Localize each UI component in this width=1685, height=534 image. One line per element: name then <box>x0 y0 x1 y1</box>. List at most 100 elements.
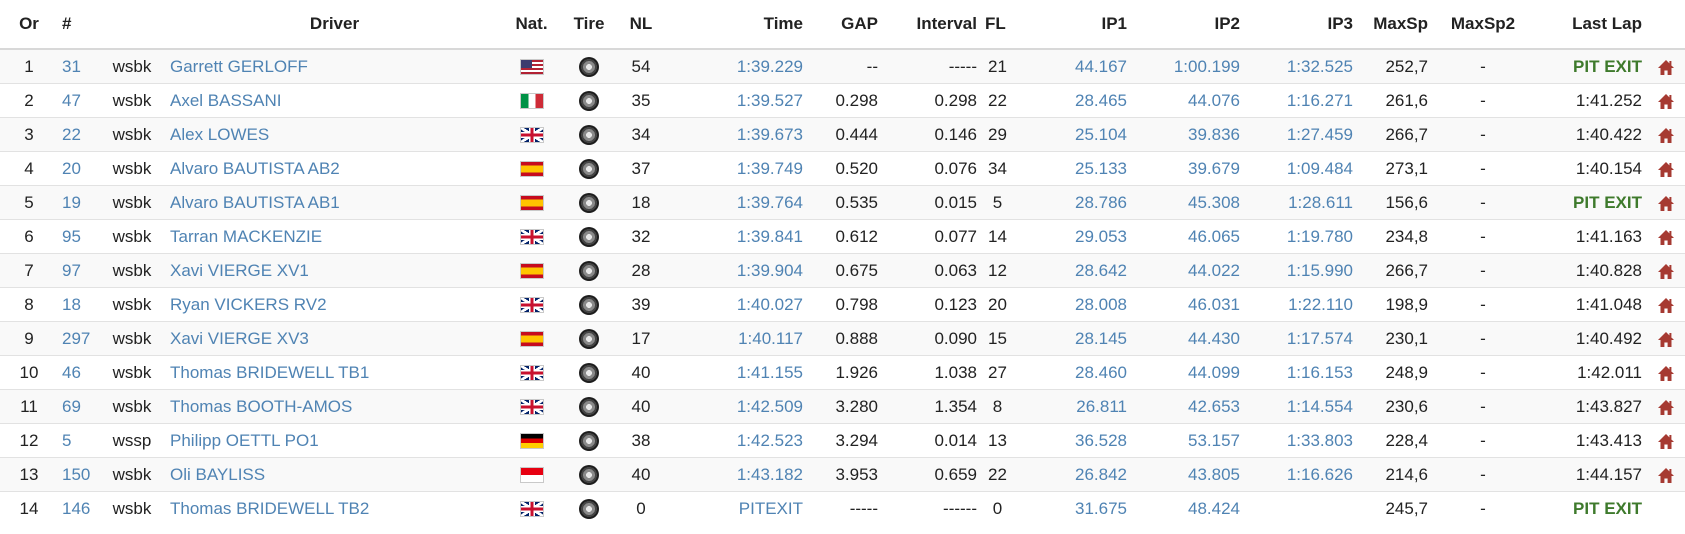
header-driver[interactable]: Driver <box>166 0 503 50</box>
rider-number-link[interactable]: 31 <box>62 56 81 76</box>
rider-number-link[interactable]: 19 <box>62 192 81 212</box>
ip2-time-link[interactable]: 39.679 <box>1188 158 1240 178</box>
table-row[interactable]: 3 22 wsbk Alex LOWES 34 1:39.673 0.444 0.146 29 2… <box>0 117 1685 152</box>
ip2-time-link[interactable]: 44.022 <box>1188 260 1240 280</box>
ip2-time-link[interactable]: 46.031 <box>1188 294 1240 314</box>
ip2-time-link[interactable]: 1:00.199 <box>1173 56 1240 76</box>
driver-name-link[interactable]: Xavi VIERGE XV1 <box>170 260 309 280</box>
ip2-time-link[interactable]: 44.430 <box>1188 328 1240 348</box>
driver-name-link[interactable]: Thomas BOOTH-AMOS <box>170 396 353 416</box>
table-row[interactable]: 13 150 wsbk Oli BAYLISS 40 1:43.182 3.953 0.659… <box>0 457 1685 492</box>
driver-name-link[interactable]: Alvaro BAUTISTA AB1 <box>170 192 340 212</box>
pit-house-icon[interactable] <box>1657 125 1675 144</box>
table-row[interactable]: 8 18 wsbk Ryan VICKERS RV2 39 1:40.027 0.798 0.… <box>0 287 1685 322</box>
ip1-time-link[interactable]: 44.167 <box>1075 56 1127 76</box>
ip2-time-link[interactable]: 43.805 <box>1188 464 1240 484</box>
table-row[interactable]: 10 46 wsbk Thomas BRIDEWELL TB1 40 1:41.155 1.… <box>0 355 1685 390</box>
best-time-link[interactable]: 1:42.523 <box>736 430 803 450</box>
rider-number-link[interactable]: 95 <box>62 226 81 246</box>
pit-house-icon[interactable] <box>1657 329 1675 348</box>
header-nl[interactable]: NL <box>618 0 664 50</box>
pit-house-icon[interactable] <box>1657 227 1675 246</box>
ip1-time-link[interactable]: 31.675 <box>1075 498 1127 518</box>
best-time-link[interactable]: 1:39.749 <box>736 158 803 178</box>
header-ip3[interactable]: IP3 <box>1244 0 1357 50</box>
header-ip1[interactable]: IP1 <box>1014 0 1131 50</box>
ip3-time-link[interactable]: 1:14.554 <box>1286 396 1353 416</box>
header-gap[interactable]: GAP <box>807 0 882 50</box>
rider-number-link[interactable]: 69 <box>62 396 81 416</box>
table-row[interactable]: 5 19 wsbk Alvaro BAUTISTA AB1 18 1:39.764 0.53… <box>0 185 1685 220</box>
table-row[interactable]: 4 20 wsbk Alvaro BAUTISTA AB2 37 1:39.749 0.52… <box>0 151 1685 186</box>
rider-number-link[interactable]: 5 <box>62 430 72 450</box>
header-fl[interactable]: FL <box>981 0 1014 50</box>
driver-name-link[interactable]: Alvaro BAUTISTA AB2 <box>170 158 340 178</box>
best-time-link[interactable]: 1:39.764 <box>736 192 803 212</box>
ip1-time-link[interactable]: 28.008 <box>1075 294 1127 314</box>
ip3-time-link[interactable]: 1:33.803 <box>1286 430 1353 450</box>
header-last-lap[interactable]: Last Lap <box>1534 0 1646 50</box>
driver-name-link[interactable]: Garrett GERLOFF <box>170 56 308 76</box>
header-or[interactable]: Or <box>0 0 58 50</box>
rider-number-link[interactable]: 150 <box>62 464 91 484</box>
ip1-time-link[interactable]: 25.133 <box>1075 158 1127 178</box>
header-number[interactable]: # <box>58 0 98 50</box>
ip2-time-link[interactable]: 45.308 <box>1188 192 1240 212</box>
best-time-link[interactable]: 1:42.509 <box>736 396 803 416</box>
ip3-time-link[interactable]: 1:15.990 <box>1286 260 1353 280</box>
ip1-time-link[interactable]: 26.811 <box>1076 396 1127 416</box>
rider-number-link[interactable]: 97 <box>62 260 81 280</box>
header-nat[interactable]: Nat. <box>503 0 560 50</box>
ip3-time-link[interactable]: 1:22.110 <box>1288 294 1353 314</box>
ip2-time-link[interactable]: 39.836 <box>1188 124 1240 144</box>
pit-house-icon[interactable] <box>1657 57 1675 76</box>
ip3-time-link[interactable]: 1:32.525 <box>1286 56 1353 76</box>
ip1-time-link[interactable]: 25.104 <box>1075 124 1127 144</box>
ip3-time-link[interactable]: 1:17.574 <box>1286 328 1353 348</box>
ip3-time-link[interactable]: 1:09.484 <box>1286 158 1353 178</box>
driver-name-link[interactable]: Alex LOWES <box>170 124 270 144</box>
pit-house-icon[interactable] <box>1657 431 1675 450</box>
table-row[interactable]: 11 69 wsbk Thomas BOOTH-AMOS 40 1:42.509 3.280… <box>0 389 1685 424</box>
rider-number-link[interactable]: 22 <box>62 124 81 144</box>
pit-house-icon[interactable] <box>1657 193 1675 212</box>
table-row[interactable]: 1 31 wsbk Garrett GERLOFF 54 1:39.229 -- ----- 2… <box>0 48 1685 84</box>
best-time-link[interactable]: 1:39.904 <box>736 260 803 280</box>
best-time-link[interactable]: 1:39.229 <box>736 56 803 76</box>
ip2-time-link[interactable]: 42.653 <box>1188 396 1240 416</box>
pit-house-icon[interactable] <box>1657 465 1675 484</box>
rider-number-link[interactable]: 46 <box>62 362 81 382</box>
best-time-link[interactable]: 1:39.673 <box>736 124 803 144</box>
ip1-time-link[interactable]: 26.842 <box>1075 464 1127 484</box>
driver-name-link[interactable]: Thomas BRIDEWELL TB2 <box>170 498 370 518</box>
driver-name-link[interactable]: Axel BASSANI <box>170 90 282 110</box>
table-row[interactable]: 12 5 wssp Philipp OETTL PO1 38 1:42.523 3.294 0… <box>0 423 1685 458</box>
ip3-time-link[interactable]: 1:16.153 <box>1286 362 1353 382</box>
table-row[interactable]: 2 47 wsbk Axel BASSANI 35 1:39.527 0.298 0.298 2… <box>0 83 1685 118</box>
header-maxsp2[interactable]: MaxSp2 <box>1432 0 1534 50</box>
header-tire[interactable]: Tire <box>560 0 618 50</box>
driver-name-link[interactable]: Philipp OETTL PO1 <box>170 430 319 450</box>
driver-name-link[interactable]: Tarran MACKENZIE <box>170 226 323 246</box>
rider-number-link[interactable]: 47 <box>62 90 81 110</box>
ip1-time-link[interactable]: 29.053 <box>1075 226 1127 246</box>
ip3-time-link[interactable]: 1:16.626 <box>1286 464 1353 484</box>
best-time-link[interactable]: 1:39.527 <box>736 90 803 110</box>
table-row[interactable]: 9 297 wsbk Xavi VIERGE XV3 17 1:40.117 0.888 0.… <box>0 321 1685 356</box>
pit-house-icon[interactable] <box>1657 295 1675 314</box>
rider-number-link[interactable]: 18 <box>62 294 81 314</box>
pit-house-icon[interactable] <box>1657 261 1675 280</box>
table-row[interactable]: 14 146 wsbk Thomas BRIDEWELL TB2 0 PITEXIT ---… <box>0 491 1685 525</box>
pit-house-icon[interactable] <box>1657 91 1675 110</box>
best-time-link[interactable]: PITEXIT <box>738 498 803 518</box>
pit-house-icon[interactable] <box>1657 159 1675 178</box>
header-maxsp[interactable]: MaxSp <box>1357 0 1432 50</box>
ip2-time-link[interactable]: 44.076 <box>1188 90 1240 110</box>
driver-name-link[interactable]: Oli BAYLISS <box>170 464 266 484</box>
ip1-time-link[interactable]: 36.528 <box>1075 430 1127 450</box>
pit-house-icon[interactable] <box>1657 363 1675 382</box>
table-row[interactable]: 7 97 wsbk Xavi VIERGE XV1 28 1:39.904 0.675 0.0… <box>0 253 1685 288</box>
ip2-time-link[interactable]: 46.065 <box>1188 226 1240 246</box>
ip2-time-link[interactable]: 48.424 <box>1188 498 1240 518</box>
driver-name-link[interactable]: Ryan VICKERS RV2 <box>170 294 327 314</box>
